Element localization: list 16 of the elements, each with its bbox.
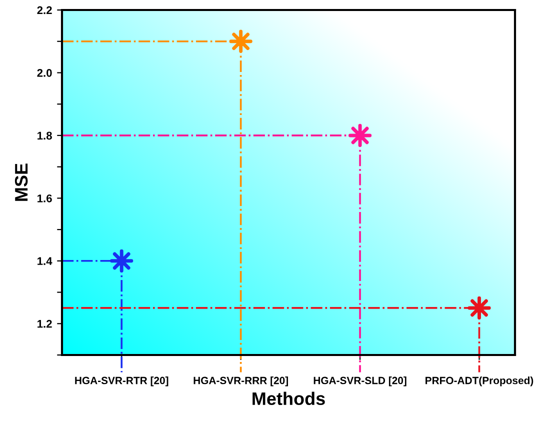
x-tick-label: HGA-SVR-SLD [20]: [314, 376, 406, 386]
point: [110, 249, 134, 272]
y-tick-label: 1.6: [38, 194, 52, 202]
y-tick-label: 2.2: [37, 6, 52, 14]
x-tick-label: PRFO-ADT(Proposed): [426, 376, 534, 386]
point: [468, 296, 491, 320]
x-axis-title: Methods: [252, 392, 325, 406]
y-tick-label: 1.2: [38, 320, 52, 328]
point: [229, 30, 252, 53]
y-tick-label: 1.4: [38, 257, 52, 265]
y-tick-label: 1.8: [38, 132, 52, 140]
point: [348, 124, 372, 148]
x-tick-label: HGA-SVR-RRR [20]: [194, 376, 288, 386]
x-tick-label: HGA-SVR-RTR [20]: [75, 376, 168, 386]
y-tick-label: 2.0: [37, 68, 52, 77]
y-axis-title: MSE: [14, 164, 28, 201]
